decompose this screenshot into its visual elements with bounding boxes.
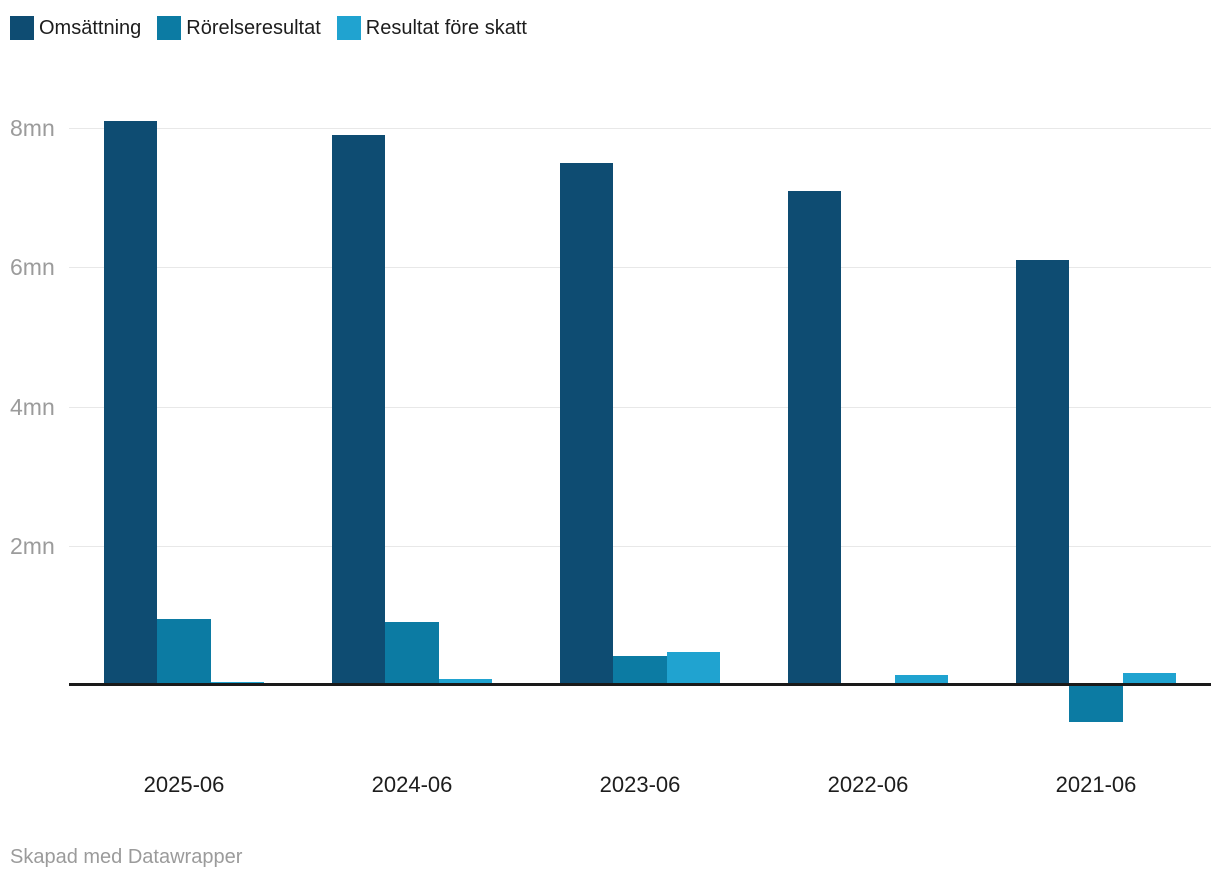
legend-label: Resultat före skatt	[365, 16, 527, 39]
legend-swatch	[10, 16, 34, 40]
bar	[666, 652, 720, 685]
x-axis-label: 2021-06	[1055, 772, 1137, 797]
legend-swatch	[157, 16, 182, 40]
legend-item: Rörelseresultat	[157, 16, 321, 40]
legend: Omsättning Rörelseresultat Resultat före s…	[10, 16, 527, 40]
gridline	[69, 545, 1211, 547]
bar	[613, 655, 667, 685]
legend-label: Rörelseresultat	[186, 16, 321, 39]
x-axis-label: 2023-06	[599, 772, 681, 797]
legend-label: Omsättning	[39, 16, 142, 39]
y-axis-tick-label: 8mn	[10, 115, 55, 141]
legend-item: Omsättning	[10, 16, 141, 40]
bar	[385, 622, 439, 685]
bar	[104, 121, 158, 685]
x-axis-label: 2025-06	[143, 772, 225, 797]
bar	[438, 679, 492, 685]
gridline	[69, 406, 1211, 408]
x-axis-baseline	[69, 683, 1211, 686]
bar	[1122, 673, 1176, 685]
bar	[332, 134, 386, 685]
y-axis-tick-label: 2mn	[10, 532, 55, 559]
legend-item: Resultat före skatt	[336, 16, 527, 40]
y-axis-tick-label: 6mn	[10, 254, 55, 281]
bar	[894, 674, 948, 685]
bar	[1016, 260, 1070, 685]
legend-swatch	[336, 16, 361, 40]
x-axis-label: 2022-06	[827, 772, 909, 797]
gridline	[69, 128, 1211, 129]
y-axis-tick-label: 4mn	[10, 393, 55, 420]
bar	[1069, 685, 1123, 722]
bar	[560, 162, 614, 685]
bar	[788, 190, 842, 685]
x-axis-label: 2024-06	[371, 772, 453, 797]
gridline	[69, 267, 1211, 269]
credit-line: Skapad med Datawrapper	[10, 846, 243, 868]
bar	[157, 618, 211, 685]
